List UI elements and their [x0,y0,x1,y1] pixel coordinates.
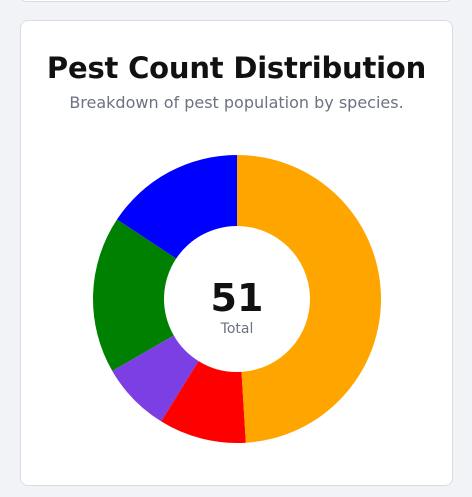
donut-slice[interactable] [116,155,237,259]
donut-slice[interactable] [237,155,381,443]
total-label: Total [220,321,254,337]
donut-slices [93,155,381,443]
chart-title: Pest Count Distribution [46,51,427,85]
donut-slice[interactable] [112,335,199,422]
donut-slice[interactable] [161,361,246,443]
pest-chart-card: Pest Count Distribution Breakdown of pes… [20,20,453,486]
chart-subtitle: Breakdown of pest population by species. [69,93,404,112]
previous-card-edge [20,0,452,2]
total-value: 51 [211,276,264,320]
donut-chart: 51 Total [93,155,381,443]
donut-slice[interactable] [93,219,177,371]
